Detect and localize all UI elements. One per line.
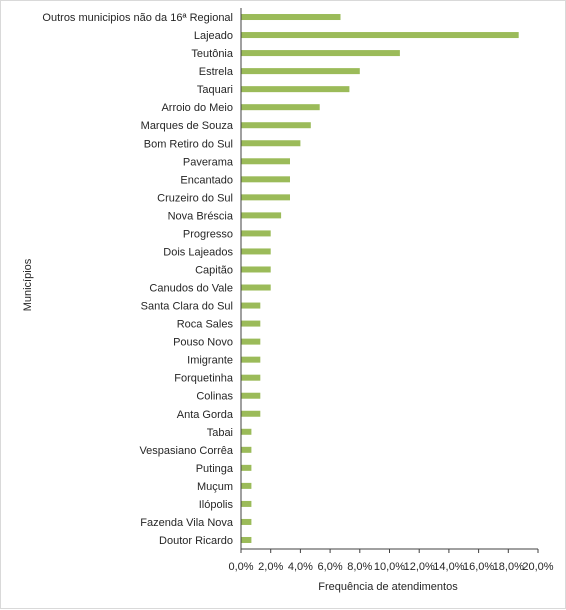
bar-1 bbox=[241, 14, 341, 21]
x-tick-label-9: 16,0% bbox=[463, 561, 494, 573]
category-label-8: Bom Retiro do Sul bbox=[144, 138, 233, 150]
bar-3 bbox=[241, 50, 400, 57]
category-label-2: Lajeado bbox=[194, 30, 233, 42]
bar-8 bbox=[241, 140, 301, 147]
category-label-9: Paverama bbox=[183, 156, 234, 168]
bar-29 bbox=[241, 518, 252, 525]
bar-24 bbox=[241, 428, 252, 435]
category-label-30: Doutor Ricardo bbox=[159, 535, 233, 547]
category-label-15: Capitão bbox=[195, 264, 233, 276]
axes-group bbox=[240, 8, 539, 553]
x-axis-title: Frequência de atendimentos bbox=[318, 581, 458, 593]
category-label-26: Putinga bbox=[196, 463, 234, 475]
bar-30 bbox=[241, 536, 252, 543]
x-tick-label-4: 6,0% bbox=[318, 561, 343, 573]
bar-26 bbox=[241, 464, 252, 471]
category-label-7: Marques de Souza bbox=[141, 120, 234, 132]
bar-16 bbox=[241, 284, 271, 291]
x-tick-label-1: 0,0% bbox=[228, 561, 253, 573]
category-label-27: Muçum bbox=[197, 481, 233, 493]
category-label-14: Dois Lajeados bbox=[163, 246, 233, 258]
x-tick-label-5: 8,0% bbox=[347, 561, 372, 573]
bar-9 bbox=[241, 158, 290, 165]
bar-19 bbox=[241, 338, 261, 345]
category-label-21: Forquetinha bbox=[174, 373, 234, 385]
bar-6 bbox=[241, 104, 320, 111]
x-tick-label-11: 20,0% bbox=[522, 561, 553, 573]
bar-2 bbox=[241, 32, 519, 39]
x-tick-label-7: 12,0% bbox=[404, 561, 435, 573]
category-label-1: Outros municipios não da 16ª Regional bbox=[42, 12, 233, 24]
bar-15 bbox=[241, 266, 271, 273]
category-label-16: Canudos do Vale bbox=[149, 283, 233, 295]
bar-23 bbox=[241, 410, 261, 417]
y-axis-title: Municípios bbox=[22, 258, 34, 311]
x-tick-label-8: 14,0% bbox=[433, 561, 464, 573]
x-tick-label-6: 10,0% bbox=[374, 561, 405, 573]
category-labels: Outros municipios não da 16ª Regional Laj… bbox=[42, 12, 233, 547]
x-tick-label-2: 2,0% bbox=[258, 561, 283, 573]
bar-21 bbox=[241, 374, 261, 381]
category-label-20: Imigrante bbox=[187, 355, 233, 367]
bar-11 bbox=[241, 194, 290, 201]
bar-17 bbox=[241, 302, 261, 309]
category-label-6: Arroio do Meio bbox=[161, 102, 233, 114]
category-label-12: Nova Bréscia bbox=[168, 210, 234, 222]
bar-20 bbox=[241, 356, 261, 363]
bar-13 bbox=[241, 230, 271, 237]
category-label-19: Pouso Novo bbox=[173, 337, 233, 349]
category-label-4: Estrela bbox=[199, 66, 234, 78]
tick-labels: 0,0% 2,0% 4,0% 6,0% 8,0% 10,0%12,0%14,0%16,0%… bbox=[228, 561, 553, 573]
category-label-28: Ilópolis bbox=[199, 499, 234, 511]
bar-7 bbox=[241, 122, 311, 129]
category-label-10: Encantado bbox=[180, 174, 233, 186]
category-label-24: Tabai bbox=[207, 427, 233, 439]
bar-18 bbox=[241, 320, 261, 327]
bar-25 bbox=[241, 446, 252, 453]
x-tick-label-3: 4,0% bbox=[288, 561, 313, 573]
category-label-11: Cruzeiro do Sul bbox=[157, 192, 233, 204]
category-label-18: Roca Sales bbox=[177, 319, 234, 331]
bar-5 bbox=[241, 86, 350, 93]
category-label-25: Vespasiano Corrêa bbox=[139, 445, 233, 457]
category-label-29: Fazenda Vila Nova bbox=[140, 517, 234, 529]
bar-27 bbox=[241, 482, 252, 489]
bar-28 bbox=[241, 500, 252, 507]
bar-12 bbox=[241, 212, 282, 219]
category-label-3: Teutônia bbox=[191, 48, 233, 60]
category-label-13: Progresso bbox=[183, 228, 233, 240]
bar-14 bbox=[241, 248, 271, 255]
category-label-17: Santa Clara do Sul bbox=[141, 301, 233, 313]
bar-4 bbox=[241, 68, 360, 75]
category-label-5: Taquari bbox=[197, 84, 233, 96]
category-label-22: Colinas bbox=[196, 391, 233, 403]
x-tick-label-10: 18,0% bbox=[493, 561, 524, 573]
category-label-23: Anta Gorda bbox=[177, 409, 234, 421]
bar-10 bbox=[241, 176, 290, 183]
bar-22 bbox=[241, 392, 261, 399]
bars-group bbox=[241, 14, 519, 543]
